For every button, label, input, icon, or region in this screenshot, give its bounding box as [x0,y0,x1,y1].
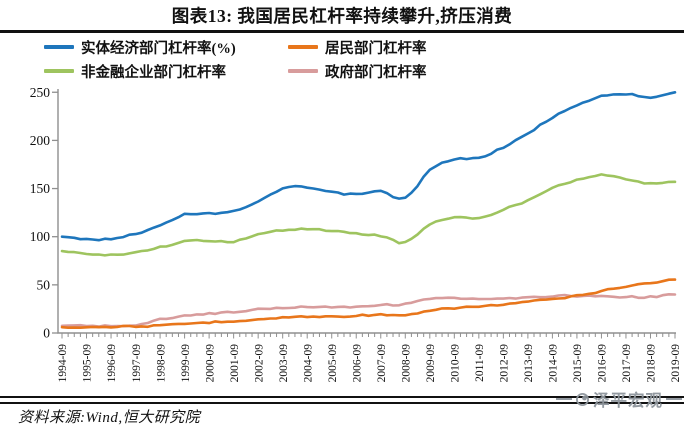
y-axis-label: 250 [30,85,51,100]
x-axis-label: 2002-09 [253,344,265,383]
x-axis-label: 2010-09 [450,344,462,383]
legend-item-household: 居民部门杠杆率 [288,37,644,57]
x-axis-label: 2018-09 [646,344,658,383]
x-axis-label: 1997-09 [131,344,143,383]
real-economy-line-swatch [44,45,74,49]
x-axis-label: 2019-09 [670,344,682,383]
watermark-text: 泽平宏观 [593,391,663,410]
legend-item-nonfinancial-corp: 非金融企业部门杠杆率 [44,61,288,81]
chart-title: 图表13: 我国居民杠杆率持续攀升,挤压消费 [171,6,513,26]
series-line-1 [60,278,677,329]
x-axis-label: 2000-09 [204,344,216,383]
nonfinancial-corp-line-swatch [44,69,74,73]
x-axis-label: 2014-09 [548,344,560,383]
circle-logo-icon [576,392,589,406]
y-axis-label: 50 [37,277,51,292]
y-axis-label: 100 [30,229,51,244]
x-axis-label: 1994-09 [57,344,69,383]
x-axis-label: 2007-09 [376,344,388,383]
x-axis-label: 2015-09 [572,344,584,383]
x-axis-label: 2013-09 [523,344,535,383]
y-axis-label: 200 [30,133,51,148]
legend-label: 实体经济部门杠杆率(%) [81,40,236,57]
chart-legend: 实体经济部门杠杆率(%) 居民部门杠杆率 非金融企业部门杠杆率 政府部门杠杆率 [44,37,644,81]
watermark-line [556,397,572,401]
bottom-double-rule [0,396,684,404]
x-axis-label: 2006-09 [351,344,363,383]
title-divider-rule [0,30,684,33]
x-axis-label: 2003-09 [278,344,290,383]
x-axis-label: 1995-09 [82,344,94,383]
watermark: 泽平宏观 [556,387,682,411]
legend-label: 政府部门杠杆率 [325,64,427,81]
source-note: 资料来源:Wind,恒大研究院 [18,410,201,426]
government-line-swatch [288,69,318,73]
x-axis-label: 2009-09 [425,344,437,383]
x-axis-label: 2016-09 [597,344,609,383]
watermark-line [666,397,682,401]
x-axis-label: 1996-09 [106,344,118,383]
x-axis-label: 2011-09 [474,344,486,382]
x-axis-label: 2008-09 [400,344,412,383]
legend-item-real-economy: 实体经济部门杠杆率(%) [44,37,288,57]
x-axis-label: 2004-09 [302,344,314,383]
x-axis-label: 2017-09 [621,344,633,383]
legend-label: 非金融企业部门杠杆率 [81,64,226,81]
x-axis-label: 2005-09 [327,344,339,383]
y-axis-label: 0 [43,326,50,341]
x-axis-label: 1998-09 [155,344,167,383]
legend-item-government: 政府部门杠杆率 [288,61,644,81]
series-line-3 [60,293,677,328]
household-line-swatch [288,45,318,49]
legend-label: 居民部门杠杆率 [325,40,427,57]
series-line-2 [60,173,677,257]
x-axis-label: 2012-09 [499,344,511,383]
x-axis-label: 2001-09 [229,344,241,383]
series-line-0 [60,91,677,242]
x-axis-label: 1999-09 [180,344,192,383]
y-axis-label: 150 [30,181,51,196]
